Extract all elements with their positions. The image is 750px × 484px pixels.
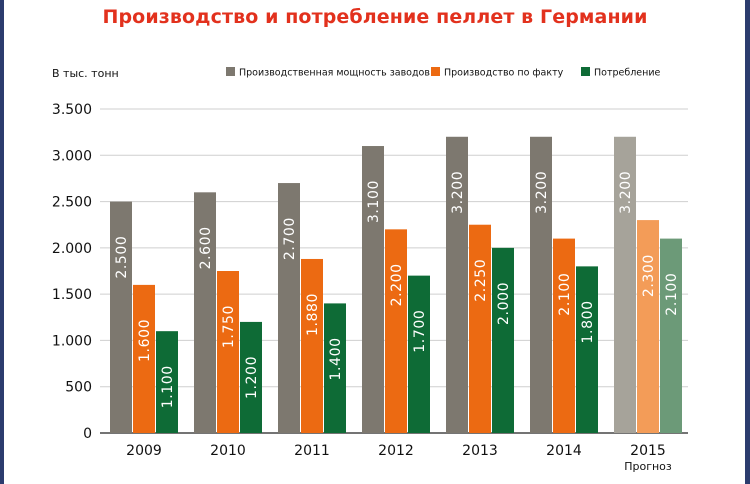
bar-2012-series-2: [385, 229, 407, 433]
bar-2013-series-3: [492, 247, 514, 433]
bar-2012-series-1: [362, 146, 384, 433]
bar-2010-series-2: [217, 271, 239, 433]
y-tick-label: 2.500: [52, 195, 92, 211]
y-tick-label: 0: [83, 426, 92, 442]
bars: 2.500 1.600 1.100 2.600 1.750 1.200 2.700 1.880…: [110, 136, 682, 433]
bar-value-label: 1.880: [305, 293, 321, 336]
bar-2012-series-3: [408, 275, 430, 433]
bar-2010-series-1: [194, 192, 216, 433]
bar-value-label: 2.200: [389, 263, 405, 306]
bar-value-label: 2.300: [641, 254, 657, 297]
y-axis-ticks: 0 500 1.000 1.500 2.000 2.500 3.000 3.500: [52, 102, 92, 442]
bar-2011-series-1: [278, 183, 300, 433]
y-axis-label: В тыс. тонн: [52, 67, 119, 80]
x-tick-label: 2010: [210, 443, 246, 459]
y-tick-label: 1.000: [52, 333, 92, 349]
bar-value-label: 1.600: [137, 319, 153, 362]
bar-value-label: 2.000: [496, 282, 512, 325]
bar-2009-series-3: [156, 331, 178, 433]
y-tick-label: 3.000: [52, 148, 92, 164]
bar-2015-series-1: [614, 136, 636, 433]
y-tick-label: 1.500: [52, 287, 92, 303]
bar-2015-series-2: [637, 220, 659, 433]
bar-2010-series-3: [240, 321, 262, 433]
bar-2011-series-2: [301, 258, 323, 433]
bar-2013-series-1: [446, 136, 468, 433]
legend-label: Потребление: [594, 68, 661, 79]
y-tick-label: 500: [65, 380, 92, 396]
bar-value-label: 2.100: [557, 273, 573, 316]
x-tick-label: 2015: [630, 443, 666, 459]
bar-value-label: 2.250: [473, 259, 489, 302]
bar-2014-series-2: [553, 238, 575, 433]
bar-2011-series-3: [324, 303, 346, 433]
legend-label: Производство по факту: [444, 68, 564, 79]
bar-value-label: 3.200: [618, 171, 634, 214]
bar-value-label: 2.500: [114, 236, 130, 279]
bar-value-label: 3.200: [534, 171, 550, 214]
y-tick-label: 3.500: [52, 102, 92, 118]
legend-label: Производственная мощность заводов: [239, 68, 430, 79]
bar-2013-series-2: [469, 224, 491, 433]
bar-value-label: 2.100: [664, 273, 680, 316]
bar-value-label: 3.100: [366, 180, 382, 223]
x-tick-label: 2012: [378, 443, 414, 459]
bar-value-label: 1.700: [412, 310, 428, 353]
bar-2015-series-3: [660, 238, 682, 433]
bar-value-label: 1.400: [328, 337, 344, 380]
x-tick-label: 2009: [126, 443, 162, 459]
bar-2014-series-3: [576, 266, 598, 433]
right-border: [745, 0, 750, 484]
bar-value-label: 1.800: [580, 300, 596, 343]
bar-2009-series-2: [133, 284, 155, 433]
bar-value-label: 1.750: [221, 305, 237, 348]
forecast-note: Прогноз: [624, 460, 672, 473]
x-tick-label: 2014: [546, 443, 582, 459]
bar-value-label: 2.700: [282, 217, 298, 260]
bar-value-label: 1.200: [244, 356, 260, 399]
legend-swatch: [581, 67, 590, 76]
bar-value-label: 2.600: [198, 226, 214, 269]
x-tick-label: 2013: [462, 443, 498, 459]
bar-2014-series-1: [530, 136, 552, 433]
bar-value-label: 3.200: [450, 171, 466, 214]
legend-swatch: [431, 67, 440, 76]
legend-swatch: [226, 67, 235, 76]
bar-2009-series-1: [110, 201, 132, 433]
chart-title: Производство и потребление пеллет в Герм…: [102, 6, 648, 28]
left-border: [0, 0, 4, 484]
x-tick-label: 2011: [294, 443, 330, 459]
bar-value-label: 1.100: [160, 365, 176, 408]
legend: Производственная мощность заводов Произво…: [226, 67, 661, 79]
y-tick-label: 2.000: [52, 241, 92, 257]
